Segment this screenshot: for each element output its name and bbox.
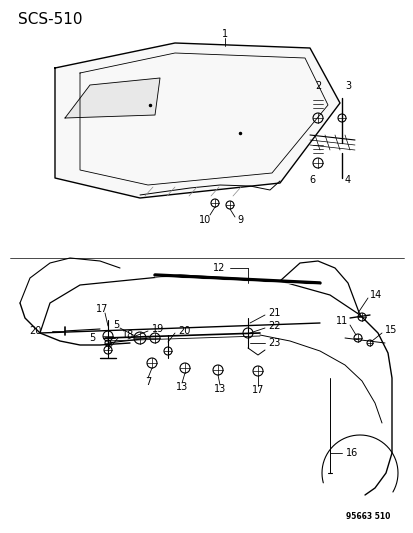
Text: 18: 18	[122, 330, 134, 340]
Text: 14: 14	[369, 290, 381, 300]
Text: 12: 12	[212, 263, 224, 273]
Text: 5: 5	[88, 333, 95, 343]
Text: 16: 16	[345, 448, 357, 458]
Text: 2: 2	[314, 81, 320, 91]
Text: 9: 9	[236, 215, 242, 225]
Text: 22: 22	[267, 321, 280, 331]
Text: 19: 19	[152, 324, 164, 334]
Text: 17: 17	[95, 304, 108, 314]
Text: 21: 21	[267, 308, 280, 318]
Polygon shape	[55, 43, 339, 198]
Text: 20: 20	[178, 326, 190, 336]
Text: 23: 23	[267, 338, 280, 348]
Text: 6: 6	[308, 175, 314, 185]
Text: 15: 15	[384, 325, 396, 335]
Polygon shape	[65, 78, 159, 118]
Text: 17: 17	[251, 385, 263, 395]
Text: 5: 5	[113, 320, 119, 330]
Text: 3: 3	[344, 81, 350, 91]
Text: 13: 13	[214, 384, 225, 394]
Text: 95663 510: 95663 510	[345, 512, 389, 521]
Text: 1: 1	[221, 29, 228, 39]
Text: SCS-510: SCS-510	[18, 12, 82, 27]
Text: 7: 7	[145, 377, 151, 387]
Text: 13: 13	[176, 382, 188, 392]
Text: 4: 4	[344, 175, 350, 185]
Text: 11: 11	[335, 316, 347, 326]
Text: 10: 10	[198, 215, 211, 225]
Text: 20: 20	[30, 326, 42, 336]
